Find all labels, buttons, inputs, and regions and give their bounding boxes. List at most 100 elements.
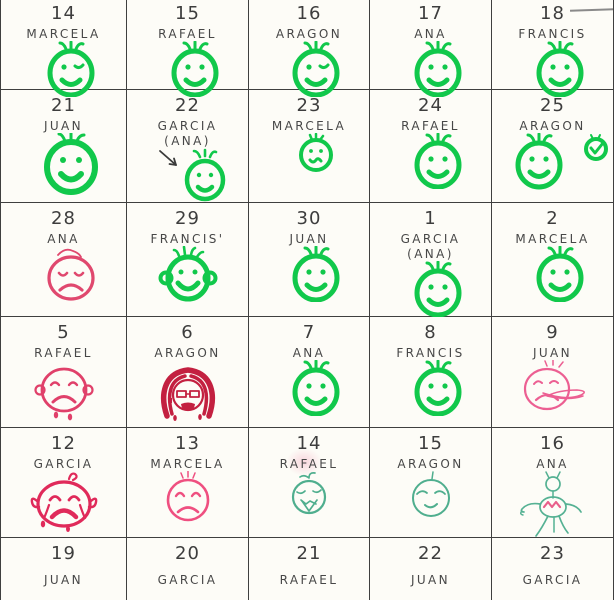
- calendar-cell: 17 ANA: [370, 0, 492, 97]
- cell-date: 12: [51, 433, 76, 454]
- cell-date: 8: [424, 322, 437, 343]
- cell-name: JUAN: [43, 119, 84, 133]
- calendar-cell: 7 ANA: [249, 317, 370, 428]
- cell-date: 21: [296, 543, 322, 564]
- green-smiley-ears-face-drawing: [127, 246, 248, 304]
- cell-date: 22: [418, 543, 443, 564]
- cell-date: 17: [418, 3, 443, 24]
- red-sad-tears-face-drawing: [1, 360, 126, 422]
- green-smiley-wink-face-drawing: [249, 41, 369, 97]
- calendar-cell: 16 ANA: [492, 428, 614, 538]
- calendar-cell: 29 FRANCIS': [127, 203, 249, 317]
- calendar-cell: 5 RAFAEL: [0, 317, 127, 428]
- cell-name: GARCIA: [157, 119, 218, 133]
- cell-name: RAFAEL: [279, 457, 339, 471]
- green-smiley-small-face-drawing: [249, 133, 369, 173]
- calendar-cell: 28 ANA: [0, 203, 127, 317]
- green-smiley-face-drawing: [370, 41, 491, 97]
- cell-date: 14: [51, 3, 76, 24]
- green-smiley-face-drawing: [370, 133, 491, 189]
- cell-date: 30: [296, 208, 322, 229]
- cell-date: 5: [57, 322, 70, 343]
- cell-name: ANA: [292, 346, 326, 360]
- green-smiley-face-drawing: [249, 246, 369, 302]
- cell-name: GARCIA: [157, 573, 218, 587]
- green-smiley-large-face-drawing: [1, 133, 126, 195]
- green-smiley-face-drawing: [370, 360, 491, 416]
- cell-subname: (ANA): [164, 134, 211, 148]
- pink-sad-face-drawing: [127, 471, 248, 523]
- calendar-cell: 14 RAFAEL: [249, 428, 370, 538]
- calendar-cell: 25 ARAGON: [492, 90, 614, 203]
- cell-name: JUAN: [43, 573, 84, 587]
- calendar-cell: 20 GARCIA: [127, 538, 249, 600]
- red-sad-face-drawing: [1, 246, 126, 302]
- cell-date: 9: [546, 322, 559, 343]
- cell-date: 14: [296, 433, 322, 454]
- green-smiley-face-drawing: [492, 41, 613, 97]
- calendar-cell: 12 GARCIA: [0, 428, 127, 538]
- cell-name: MARCELA: [271, 119, 347, 133]
- calendar-cell: 22 GARCIA (ANA): [127, 90, 249, 203]
- calendar-cell: 24 RAFAEL: [370, 90, 492, 203]
- green-smiley-wink-face-drawing: [1, 41, 126, 97]
- pink-sad-scribble-face-drawing: [492, 360, 613, 414]
- cell-date: 6: [181, 322, 194, 343]
- cell-name: GARCIA: [522, 573, 583, 587]
- cell-name: RAFAEL: [34, 346, 93, 360]
- cell-name: FRANCIS': [150, 232, 225, 246]
- calendar-cell: 23 GARCIA: [492, 538, 614, 600]
- calendar-cell: 14 MARCELA: [0, 0, 127, 97]
- calendar-cell: 15 RAFAEL: [127, 0, 249, 97]
- cell-date: 21: [51, 95, 76, 116]
- cell-name: RAFAEL: [158, 27, 217, 41]
- cell-name: JUAN: [410, 573, 451, 587]
- calendar-cell: 21 RAFAEL: [249, 538, 370, 600]
- cell-name: MARCELA: [150, 457, 225, 471]
- calendar-cell: 13 MARCELA: [127, 428, 249, 538]
- cell-date: 29: [175, 208, 200, 229]
- green-smiley-face-drawing: [370, 261, 491, 317]
- cell-name: GARCIA: [33, 457, 94, 471]
- calendar-cell: 21 JUAN: [0, 90, 127, 203]
- red-crying-face-drawing: [1, 471, 126, 533]
- cell-name: JUAN: [532, 346, 573, 360]
- cell-date: 28: [51, 208, 76, 229]
- cell-date: 19: [51, 543, 76, 564]
- cell-name: RAFAEL: [279, 573, 339, 587]
- cell-date: 2: [546, 208, 559, 229]
- green-smiley-face-drawing: [492, 246, 613, 302]
- calendar-cell: 22 JUAN: [370, 538, 492, 600]
- cell-date: 7: [302, 322, 316, 343]
- cell-date: 18: [540, 3, 565, 24]
- cell-date: 15: [175, 3, 200, 24]
- cell-date: 20: [175, 543, 200, 564]
- green-smiley-face-drawing: [249, 360, 369, 416]
- calendar-cell: 15 ARAGON: [370, 428, 492, 538]
- calendar-cell: 19 JUAN: [0, 538, 127, 600]
- teal-smile-face-drawing: [370, 471, 491, 519]
- cell-date: 16: [540, 433, 565, 454]
- calendar-cell: 2 MARCELA: [492, 203, 614, 317]
- calendar-cell: 16 ARAGON: [249, 0, 370, 97]
- calendar-cell: 23 MARCELA: [249, 90, 370, 203]
- cell-date: 24: [418, 95, 443, 116]
- cell-date: 16: [296, 3, 322, 24]
- cell-name: FRANCIS: [518, 27, 587, 41]
- red-angry-hair-face-drawing: [127, 360, 248, 422]
- cell-name: GARCIA: [400, 232, 461, 246]
- cell-date: 13: [175, 433, 200, 454]
- cell-name: ANA: [414, 27, 447, 41]
- cell-date: 22: [175, 95, 200, 116]
- cell-name: RAFAEL: [401, 119, 460, 133]
- cell-date: 1: [424, 208, 437, 229]
- calendar-cell: 6 ARAGON: [127, 317, 249, 428]
- cell-name: ANA: [47, 232, 80, 246]
- calendar-cell: 1 GARCIA (ANA): [370, 203, 492, 317]
- cell-subname: (ANA): [407, 247, 454, 261]
- cell-name: MARCELA: [26, 27, 101, 41]
- cell-name: JUAN: [289, 232, 329, 246]
- green-smiley-arrow-face-drawing: [127, 148, 248, 204]
- cell-name: ARAGON: [519, 119, 586, 133]
